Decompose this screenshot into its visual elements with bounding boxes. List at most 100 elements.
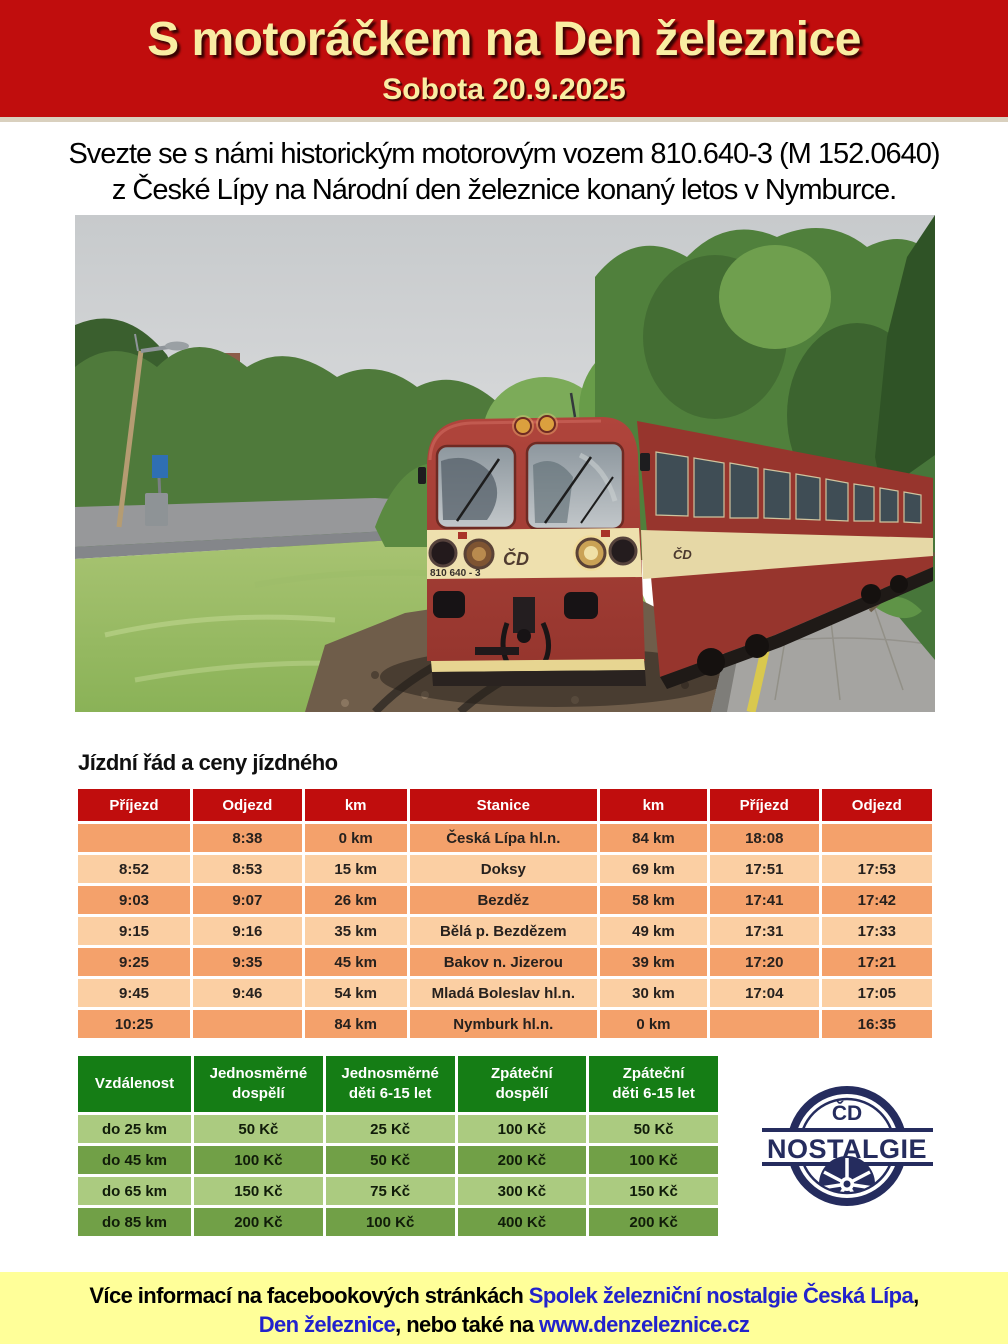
table-cell: 9:16 [193,917,302,945]
train-number: 810 640 - 3 [430,568,481,579]
train-front-lamps [428,530,638,571]
table-cell: do 85 km [78,1208,192,1236]
poster-title: S motoráčkem na Den železnice [147,13,861,66]
train-side-windows [655,451,922,524]
table-cell [821,824,932,852]
table-cell: 9:35 [193,948,302,976]
table-cell: do 45 km [78,1146,192,1174]
train: ČD [418,392,933,689]
table-row: do 25 km 50 Kč 25 Kč 100 Kč 50 Kč [78,1115,718,1143]
table-cell: 35 km [304,917,407,945]
table-row: 8:38 0 km Česká Lípa hl.n. 84 km 18:08 [78,824,932,852]
table-cell: 15 km [304,855,407,883]
table-cell: 150 Kč [194,1177,323,1205]
col-oneway-child: Jednosměrné děti 6-15 let [325,1056,455,1112]
table-cell: 17:51 [709,855,819,883]
table-cell: 17:31 [709,917,819,945]
footer-text-1: Více informací na facebookových stránkác… [89,1283,529,1308]
train-photo: ČD [75,215,937,715]
table-cell: 30 km [599,979,707,1007]
table-cell: 8:38 [193,824,302,852]
table-cell: 26 km [304,886,407,914]
table-cell: 54 km [304,979,407,1007]
table-row: 9:03 9:07 26 km Bezděz 58 km 17:41 17:42 [78,886,932,914]
table-cell: Doksy [409,855,597,883]
table-cell: 9:25 [78,948,191,976]
poster-header: S motoráčkem na Den železnice Sobota 20.… [0,0,1008,122]
table-cell [709,1010,819,1038]
table-cell: 50 Kč [194,1115,323,1143]
table-cell: 8:53 [193,855,302,883]
price-table: Vzdálenost Jednosměrné dospělí Jednosměr… [75,1053,721,1239]
table-cell: 0 km [599,1010,707,1038]
train-mirror-left [418,467,426,484]
table-cell: 69 km [599,855,707,883]
col-prijezd-back: Příjezd [709,789,819,821]
street-lamp [116,333,189,528]
footer-line-1: Více informací na facebookových stránkác… [0,1281,1008,1310]
col-prijezd-out: Příjezd [78,789,191,821]
table-cell: 58 km [599,886,707,914]
train-side-cd-logo: ČD [673,547,692,562]
footer-link-spolek[interactable]: Spolek železniční nostalgie Česká Lípa [528,1283,914,1308]
table-cell: 300 Kč [457,1177,587,1205]
col-return-adult: Zpáteční dospělí [457,1056,587,1112]
col-km-out: km [304,789,407,821]
table-cell: 17:21 [821,948,932,976]
table-cell: Mladá Boleslav hl.n. [409,979,597,1007]
table-cell: do 25 km [78,1115,192,1143]
table-cell: 0 km [304,824,407,852]
table-cell: 9:46 [193,979,302,1007]
footer-link-den-zeleznice[interactable]: Den železnice [258,1312,396,1337]
col-stanice: Stanice [409,789,597,821]
table-row: 10:25 84 km Nymburk hl.n. 0 km 16:35 [78,1010,932,1038]
table-cell: 17:20 [709,948,819,976]
table-cell: 10:25 [78,1010,191,1038]
table-cell: 17:33 [821,917,932,945]
table-cell: 400 Kč [457,1208,587,1236]
col-odjezd-out: Odjezd [193,789,302,821]
poster-date: Sobota 20.9.2025 [382,73,626,106]
table-cell: 45 km [304,948,407,976]
train-photo-illustration: ČD [75,215,937,715]
train-marker-lights [512,392,577,437]
table-cell: Nymburk hl.n. [409,1010,597,1038]
table-cell: 100 Kč [589,1146,718,1174]
footer: Více informací na facebookových stránkác… [0,1272,1008,1344]
table-cell: 17:04 [709,979,819,1007]
table-cell: 150 Kč [589,1177,718,1205]
footer-line-2: Den železnice, nebo také na www.denzelez… [0,1310,1008,1339]
table-cell: 8:52 [78,855,191,883]
table-cell: 9:07 [193,886,302,914]
table-cell: Bakov n. Jizerou [409,948,597,976]
table-row: 9:15 9:16 35 km Bělá p. Bezdězem 49 km 17:31 1… [78,917,932,945]
col-km-back: km [599,789,707,821]
table-cell: 17:41 [709,886,819,914]
table-cell: 100 Kč [325,1208,455,1236]
table-cell: 50 Kč [589,1115,718,1143]
intro-line-1: Svezte se s námi historickým motorovým v… [68,138,940,170]
table-cell: 50 Kč [325,1146,455,1174]
table-row: do 65 km 150 Kč 75 Kč 300 Kč 150 Kč [78,1177,718,1205]
table-cell: 49 km [599,917,707,945]
table-cell: Česká Lípa hl.n. [409,824,597,852]
table-cell: Bezděz [409,886,597,914]
footer-link-website[interactable]: www.denzeleznice.cz [539,1312,750,1337]
table-row: 9:45 9:46 54 km Mladá Boleslav hl.n. 30 km 17… [78,979,932,1007]
table-row: do 45 km 100 Kč 50 Kč 200 Kč 100 Kč [78,1146,718,1174]
train-yellow-stripe [431,659,645,672]
timetable: Příjezd Odjezd km Stanice km Příjezd Odj… [75,786,935,1041]
train-mirror-right [640,453,650,471]
intro-line-2: z České Lípy na Národní den železnice ko… [111,174,897,206]
col-odjezd-back: Odjezd [821,789,932,821]
table-cell: 100 Kč [457,1115,587,1143]
table-row: 9:25 9:35 45 km Bakov n. Jizerou 39 km 17:20 1… [78,948,932,976]
table-cell: 18:08 [709,824,819,852]
cd-nostalgie-logo-graphic: NOSTALGIE ČD [760,1086,935,1206]
cd-nostalgie-logo: NOSTALGIE ČD [760,1080,935,1225]
col-vzdalenost: Vzdálenost [78,1056,192,1112]
table-cell: 17:05 [821,979,932,1007]
logo-top-text: ČD [832,1101,862,1125]
table-cell: 17:53 [821,855,932,883]
